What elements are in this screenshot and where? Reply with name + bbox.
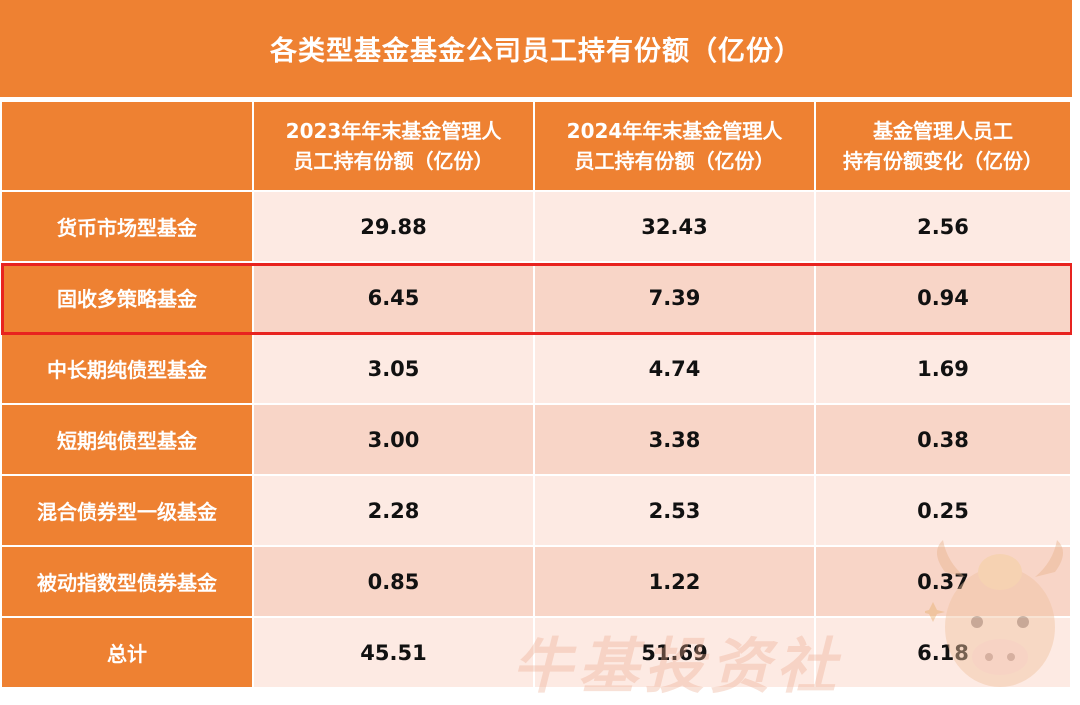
total-2024: 51.69 bbox=[535, 618, 814, 687]
total-change: 6.18 bbox=[816, 618, 1070, 687]
row-label: 被动指数型债券基金 bbox=[2, 547, 252, 616]
table-title: 各类型基金基金公司员工持有份额（亿份） bbox=[0, 0, 1072, 97]
value-change: 0.94 bbox=[816, 263, 1070, 332]
header-change-line1: 基金管理人员工 bbox=[873, 119, 1013, 143]
table-row: 短期纯债型基金 3.00 3.38 0.38 bbox=[2, 405, 1070, 474]
table-row: 中长期纯债型基金 3.05 4.74 1.69 bbox=[2, 334, 1070, 403]
table-row-highlighted: 固收多策略基金 6.45 7.39 0.94 bbox=[2, 263, 1070, 332]
header-2023-line2: 员工持有份额（亿份） bbox=[293, 149, 494, 173]
header-2023: 2023年年末基金管理人 员工持有份额（亿份） bbox=[254, 102, 533, 190]
total-row: 总计 45.51 51.69 6.18 bbox=[2, 618, 1070, 687]
header-label-cell bbox=[2, 102, 252, 190]
row-label: 混合债券型一级基金 bbox=[2, 476, 252, 545]
value-change: 0.25 bbox=[816, 476, 1070, 545]
value-2023: 0.85 bbox=[254, 547, 533, 616]
table-row: 被动指数型债券基金 0.85 1.22 0.37 bbox=[2, 547, 1070, 616]
value-2023: 6.45 bbox=[254, 263, 533, 332]
value-2023: 3.05 bbox=[254, 334, 533, 403]
right-margin bbox=[1072, 0, 1080, 692]
value-change: 1.69 bbox=[816, 334, 1070, 403]
row-label: 短期纯债型基金 bbox=[2, 405, 252, 474]
value-2024: 4.74 bbox=[535, 334, 814, 403]
header-row: 2023年年末基金管理人 员工持有份额（亿份） 2024年年末基金管理人 员工持… bbox=[2, 102, 1070, 190]
total-2023: 45.51 bbox=[254, 618, 533, 687]
value-2023: 2.28 bbox=[254, 476, 533, 545]
table-row: 混合债券型一级基金 2.28 2.53 0.25 bbox=[2, 476, 1070, 545]
value-2024: 7.39 bbox=[535, 263, 814, 332]
holdings-table: 2023年年末基金管理人 员工持有份额（亿份） 2024年年末基金管理人 员工持… bbox=[0, 100, 1072, 689]
header-2024-line2: 员工持有份额（亿份） bbox=[574, 149, 775, 173]
row-label: 固收多策略基金 bbox=[2, 263, 252, 332]
row-label: 货币市场型基金 bbox=[2, 192, 252, 261]
header-2024: 2024年年末基金管理人 员工持有份额（亿份） bbox=[535, 102, 814, 190]
value-2024: 2.53 bbox=[535, 476, 814, 545]
header-2023-line1: 2023年年末基金管理人 bbox=[285, 119, 502, 143]
value-2023: 29.88 bbox=[254, 192, 533, 261]
value-2024: 3.38 bbox=[535, 405, 814, 474]
table-row: 货币市场型基金 29.88 32.43 2.56 bbox=[2, 192, 1070, 261]
value-change: 0.38 bbox=[816, 405, 1070, 474]
value-change: 2.56 bbox=[816, 192, 1070, 261]
header-change: 基金管理人员工 持有份额变化（亿份） bbox=[816, 102, 1070, 190]
row-label: 中长期纯债型基金 bbox=[2, 334, 252, 403]
value-change: 0.37 bbox=[816, 547, 1070, 616]
value-2024: 1.22 bbox=[535, 547, 814, 616]
value-2023: 3.00 bbox=[254, 405, 533, 474]
header-change-line2: 持有份额变化（亿份） bbox=[843, 149, 1043, 173]
header-2024-line1: 2024年年末基金管理人 bbox=[566, 119, 783, 143]
value-2024: 32.43 bbox=[535, 192, 814, 261]
total-label: 总计 bbox=[2, 618, 252, 687]
